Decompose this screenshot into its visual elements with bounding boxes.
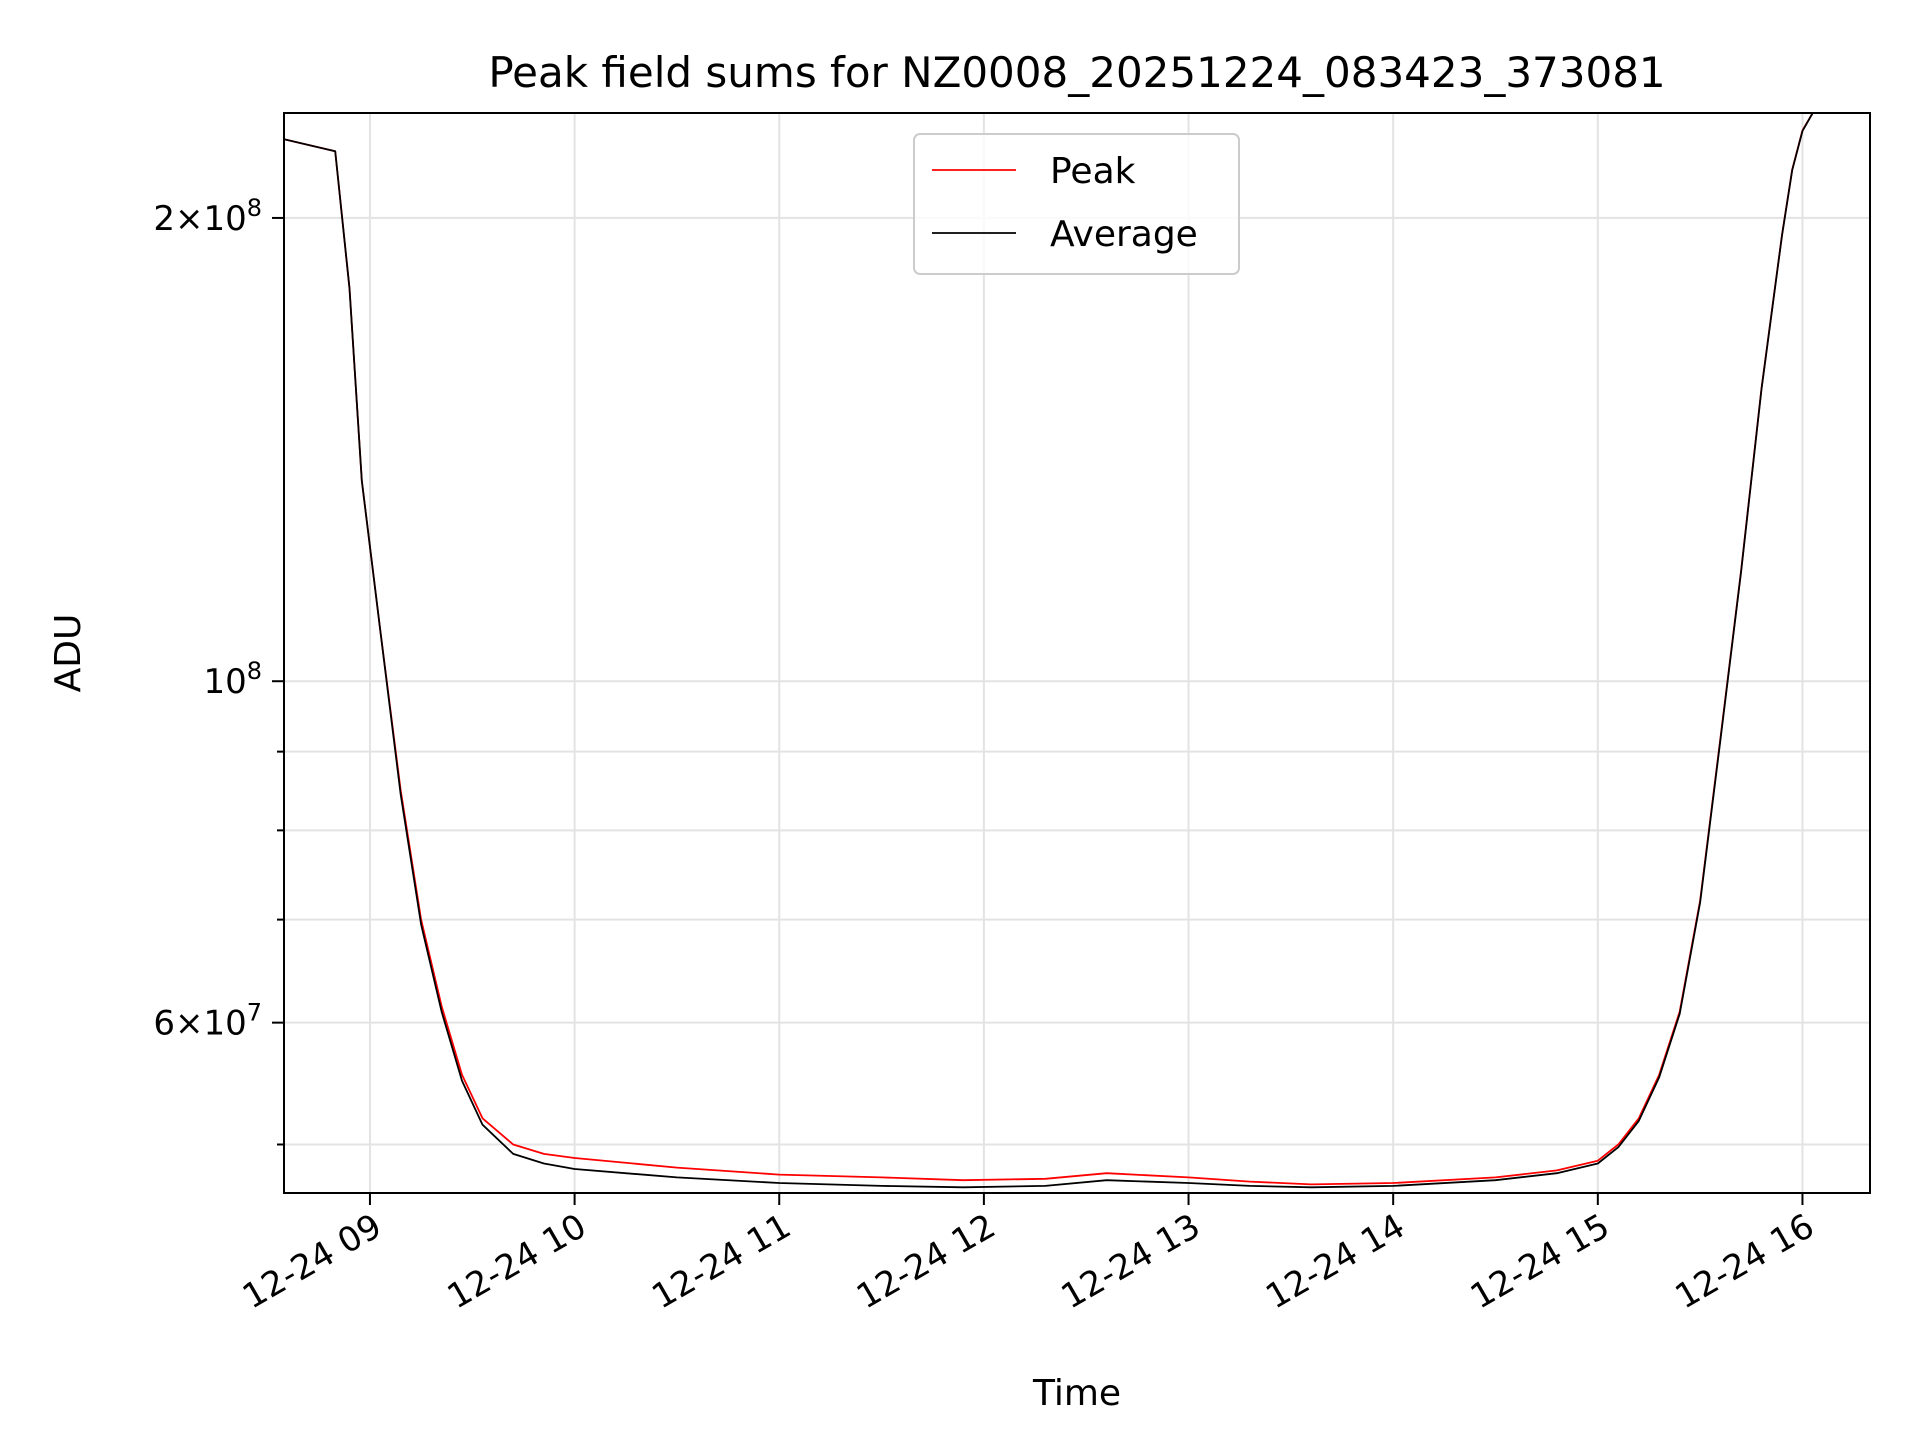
x-axis-label: Time [1032,1373,1121,1414]
x-tick-label: 12-24 15 [1464,1206,1616,1317]
x-tick-label: 12-24 13 [1055,1206,1207,1317]
y-tick-label: 6×107 [153,999,262,1044]
plot-frame [283,112,1871,1194]
x-tick-label: 12-24 09 [236,1206,388,1317]
legend-box [913,133,1240,275]
x-tick-label: 12-24 12 [850,1206,1002,1317]
x-tick-label: 12-24 16 [1669,1206,1821,1317]
grid-lines [284,113,1870,1193]
x-tick-label: 12-24 11 [645,1206,797,1317]
series-line-average [284,113,1870,1189]
x-tick-label: 12-24 14 [1259,1206,1411,1317]
x-tick-label: 12-24 10 [441,1206,593,1317]
chart-title: Peak field sums for NZ0008_20251224_0834… [488,48,1665,97]
axis-ticks: 12-24 09 12-24 10 12-24 11 12-24 12 12-24 13… [153,194,1821,1317]
legend: Peak Average [913,133,1240,275]
y-axis-label: ADU [48,614,89,693]
y-tick-label: 2×108 [153,194,262,239]
legend-label-peak: Peak [1050,151,1136,192]
legend-label-average: Average [1050,214,1198,255]
y-tick-label: 108 [203,657,262,702]
series-lines [284,113,1870,1189]
